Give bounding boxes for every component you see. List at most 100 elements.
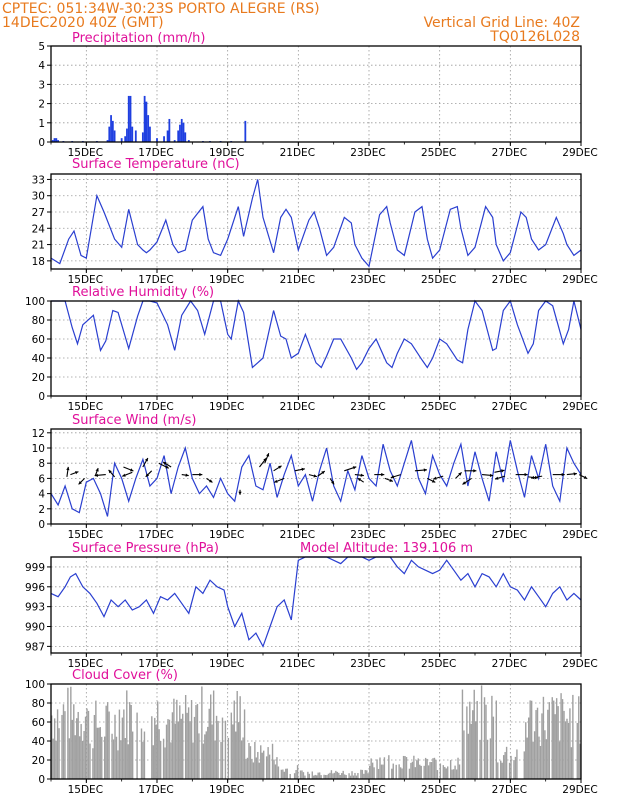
cloud-bar [202, 743, 205, 779]
wind-arrowhead [524, 472, 528, 477]
wind-arrowhead [357, 478, 362, 482]
cloud-bar [308, 773, 311, 779]
cloud-bar [114, 714, 116, 779]
cloud-bar [96, 727, 99, 779]
cloud-bar [62, 704, 65, 779]
cloud-title: Cloud Cover (%) [72, 668, 178, 683]
wind-arrowhead [209, 479, 213, 483]
cloud-bar [258, 762, 260, 779]
cloud-bar [470, 723, 472, 779]
cloud-bar [196, 703, 199, 779]
cloud-bar [427, 765, 430, 779]
cloud-bar [399, 767, 402, 779]
cloud-bar [444, 766, 446, 779]
cloud-bar [186, 712, 188, 779]
cloud-bar [333, 772, 336, 779]
cloud-bar [369, 765, 371, 779]
cloud-bar [317, 772, 319, 779]
cloud-bar [263, 750, 265, 779]
wind-arrowhead [266, 453, 270, 457]
cloud-bar [73, 704, 75, 779]
cloud-bar [165, 724, 168, 779]
wind-arrowhead [321, 471, 325, 475]
cloud-bar [159, 740, 162, 779]
cloud-bar [514, 756, 517, 779]
temp-frame [50, 173, 582, 270]
cloud-bar [77, 711, 79, 779]
cloud-bar [235, 731, 237, 779]
rh-xtick-label: 25DEC [421, 401, 456, 413]
cloud-bar [376, 759, 378, 779]
cloud-frame [50, 683, 582, 780]
temp-xtick-label: 15DEC [68, 274, 103, 286]
wind-arrowhead [301, 467, 305, 471]
precip-bar [163, 136, 165, 142]
cloud-bar [373, 767, 375, 779]
cloud-bar [419, 764, 421, 779]
cloud-bar [268, 754, 271, 779]
cloud-bar [254, 741, 256, 779]
cloud-bar [563, 710, 565, 779]
wind-arrowhead [573, 472, 577, 476]
cloud-bar [176, 699, 178, 779]
cloud-bar [301, 770, 303, 779]
cloud-bar [366, 770, 368, 779]
cloud-bar [569, 708, 571, 779]
cloud-bar [458, 764, 461, 779]
cloud-bar [52, 738, 54, 779]
cloud-bar [500, 760, 502, 779]
wind-xtick-label: 21DEC [280, 529, 315, 541]
rh-ytick-label: 0 [38, 391, 45, 403]
cloud-bar [339, 775, 341, 779]
cloud-bar [401, 768, 403, 779]
wind-arrowhead [278, 465, 282, 469]
cloud-bar [466, 706, 468, 779]
cloud-ytick-label: 0 [38, 774, 45, 786]
cloud-bar [283, 771, 286, 779]
cloud-bar [461, 689, 464, 779]
cloud-bar [221, 717, 224, 779]
cloud-bar [355, 775, 358, 779]
wind-arrowhead [423, 468, 427, 472]
precip-bar [182, 122, 185, 142]
cloud-bar [380, 764, 383, 779]
cloud-bar [423, 765, 425, 779]
wind-arrowhead [78, 481, 82, 485]
precip-bar [149, 126, 151, 142]
precip-bar [113, 130, 116, 142]
cloud-bar [273, 759, 275, 779]
wind-xtick-label: 29DEC [562, 529, 597, 541]
cloud-bar [364, 770, 366, 779]
cloud-bar [56, 709, 59, 779]
cloud-bar [416, 760, 418, 779]
cloud-bar [405, 757, 408, 779]
cloud-bar [207, 726, 209, 779]
precip-bar [173, 140, 176, 142]
cloud-bar [136, 712, 138, 779]
cloud-bar [151, 716, 153, 779]
header-date: 14DEC2020 40Z (GMT) [2, 15, 164, 31]
cloud-bar [469, 701, 471, 779]
cloud-bar [265, 756, 268, 779]
cloud-bar [432, 758, 434, 779]
cloud-bar [220, 742, 222, 779]
cloud-bar [414, 767, 417, 779]
cloud-bar [187, 707, 190, 779]
cloud-bar [257, 751, 259, 779]
wind-arrowhead [561, 472, 565, 477]
cloud-bar [120, 740, 122, 779]
cloud-bar [93, 714, 96, 779]
cloud-bar [190, 700, 193, 779]
wind-arrowhead [431, 479, 436, 483]
wind-arrowhead [238, 491, 242, 495]
cloud-bar [95, 700, 97, 779]
cloud-bar [539, 745, 542, 779]
cloud-bar [124, 738, 127, 779]
cloud-bar [184, 695, 187, 779]
wind-arrowhead [390, 475, 395, 479]
model-altitude: Model Altitude: 139.106 m [300, 541, 473, 556]
cloud-bar [58, 728, 60, 779]
cloud-bar [108, 711, 110, 779]
cloud-bar [215, 715, 218, 779]
cloud-bar [167, 719, 169, 779]
